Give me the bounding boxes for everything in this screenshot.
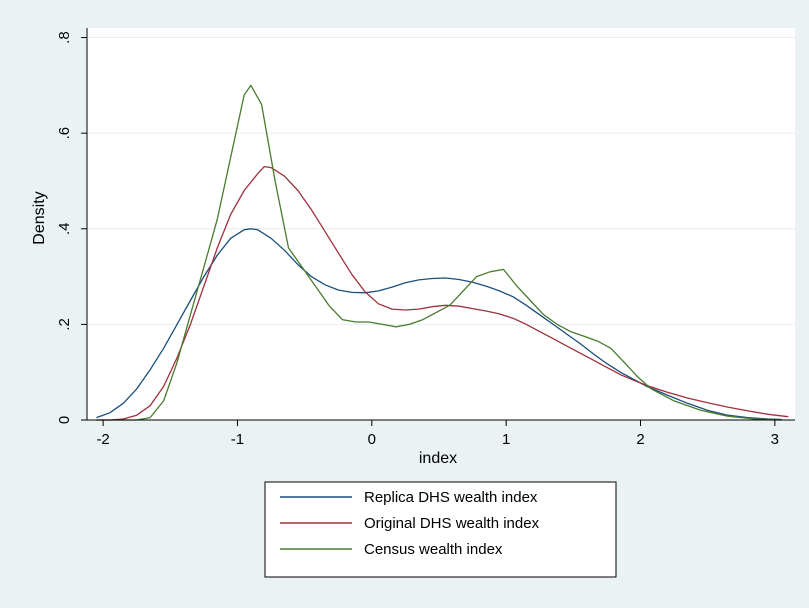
x-axis-label: index xyxy=(419,450,457,467)
axes xyxy=(86,28,795,421)
plot-area xyxy=(87,28,795,420)
legend-items: Replica DHS wealth index Original DHS wea… xyxy=(280,489,540,558)
series-line-2 xyxy=(96,165,789,421)
x-tick-label: 0 xyxy=(368,431,376,448)
x-tick-label: -2 xyxy=(96,431,109,448)
legend-box xyxy=(264,481,617,578)
y-axis-label: Density xyxy=(31,191,48,244)
x-tick-label: 1 xyxy=(502,431,510,448)
legend-label-2: Original DHS wealth index xyxy=(364,515,540,532)
series-line-1 xyxy=(96,228,782,421)
x-tick-label: 2 xyxy=(636,431,644,448)
y-tick-label: .8 xyxy=(56,31,73,44)
x-tick-label: 3 xyxy=(771,431,779,448)
y-tick-label: .6 xyxy=(56,127,73,140)
series-lines xyxy=(96,84,789,421)
y-tick-label: .4 xyxy=(56,223,73,236)
y-tick-label: 0 xyxy=(56,416,73,424)
axis-ticks: 0 .2 .4 .6 .8 -2 -1 0 1 2 3 xyxy=(56,31,779,448)
legend-label-3: Census wealth index xyxy=(364,541,503,558)
gridlines xyxy=(87,37,795,325)
legend-label-1: Replica DHS wealth index xyxy=(364,489,538,506)
x-tick-label: -1 xyxy=(231,431,244,448)
legend: Replica DHS wealth index Original DHS wea… xyxy=(264,481,617,578)
y-tick-label: .2 xyxy=(56,318,73,331)
series-line-3 xyxy=(96,84,782,421)
